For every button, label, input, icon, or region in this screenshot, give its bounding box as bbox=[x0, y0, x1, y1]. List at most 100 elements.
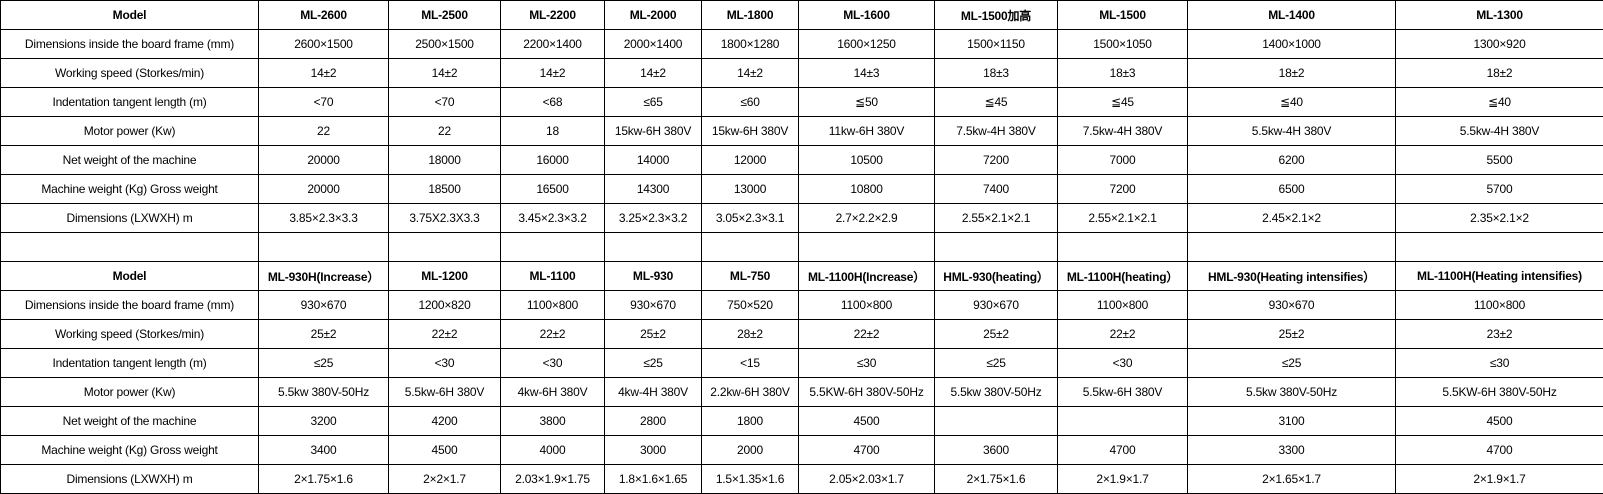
table-cell: 3.45×2.3×3.2 bbox=[500, 203, 605, 233]
table-cell: 3.25×2.3×3.2 bbox=[604, 203, 702, 233]
table-cell: 1.8×1.6×1.65 bbox=[604, 464, 702, 494]
model-header: ML-1600 bbox=[798, 0, 935, 30]
table-cell: 14300 bbox=[604, 174, 702, 204]
table-row: Net weight of the machine 3200 4200 3800 280… bbox=[0, 406, 1603, 436]
table-cell: 5.5kw-4H 380V bbox=[1187, 116, 1396, 146]
table-cell: 7400 bbox=[934, 174, 1058, 204]
table-cell: 20000 bbox=[258, 145, 389, 175]
table-cell: 2×1.65×1.7 bbox=[1187, 464, 1396, 494]
table-cell: 4700 bbox=[1057, 435, 1188, 465]
row-label: Motor power (Kw) bbox=[0, 377, 259, 407]
table-cell: 16000 bbox=[500, 145, 605, 175]
table-cell: 7000 bbox=[1057, 145, 1188, 175]
table-cell: ≦40 bbox=[1187, 87, 1396, 117]
spacer-row bbox=[0, 232, 1603, 262]
model-header: ML-1100H(Heating intensifies) bbox=[1395, 261, 1603, 291]
table-cell: 2000×1400 bbox=[604, 29, 702, 59]
empty-cell bbox=[1057, 232, 1188, 262]
table-cell: ≤25 bbox=[934, 348, 1058, 378]
row-label: Model bbox=[0, 261, 259, 291]
model-header: ML-1400 bbox=[1187, 0, 1396, 30]
model-header: ML-1100 bbox=[500, 261, 605, 291]
table-cell: 25±2 bbox=[934, 319, 1058, 349]
model-header: ML-1300 bbox=[1395, 0, 1603, 30]
table-cell: ≦45 bbox=[1057, 87, 1188, 117]
table-cell: 1600×1250 bbox=[798, 29, 935, 59]
table-cell: 7200 bbox=[1057, 174, 1188, 204]
table-cell: 15kw-6H 380V bbox=[604, 116, 702, 146]
table-cell: <68 bbox=[500, 87, 605, 117]
table1-header-row: Model ML-2600 ML-2500 ML-2200 ML-2000 ML-1800… bbox=[0, 0, 1603, 30]
table-cell: 2.05×2.03×1.7 bbox=[798, 464, 935, 494]
table-row: Indentation tangent length (m) <70 <70 <68 ≤… bbox=[0, 87, 1603, 117]
empty-cell bbox=[1395, 232, 1603, 262]
table-cell: 22±2 bbox=[500, 319, 605, 349]
table-cell: 6500 bbox=[1187, 174, 1396, 204]
table2-header-row: Model ML-930H(Increase） ML-1200 ML-1100 ML-9… bbox=[0, 261, 1603, 291]
table-cell: 1100×800 bbox=[1057, 290, 1188, 320]
table-cell: <15 bbox=[701, 348, 799, 378]
empty-cell bbox=[798, 232, 935, 262]
table-cell: 2×1.9×1.7 bbox=[1057, 464, 1188, 494]
table-row: Dimensions (LXWXH) m 2×1.75×1.6 2×2×1.7 2.0… bbox=[0, 464, 1603, 494]
table-row: Working speed (Storkes/min) 25±2 22±2 22±2 2… bbox=[0, 319, 1603, 349]
empty-cell bbox=[258, 232, 389, 262]
table-cell: 4500 bbox=[798, 406, 935, 436]
row-label: Net weight of the machine bbox=[0, 406, 259, 436]
table-cell: 13000 bbox=[701, 174, 799, 204]
table-cell: 1800 bbox=[701, 406, 799, 436]
table-cell: 22 bbox=[388, 116, 501, 146]
table-cell: 2.55×2.1×2.1 bbox=[1057, 203, 1188, 233]
table-cell: 7.5kw-4H 380V bbox=[934, 116, 1058, 146]
table-cell: <70 bbox=[258, 87, 389, 117]
table-cell: ≦40 bbox=[1395, 87, 1603, 117]
table-cell: 1.5×1.35×1.6 bbox=[701, 464, 799, 494]
table-cell: 10500 bbox=[798, 145, 935, 175]
table-cell: 1500×1150 bbox=[934, 29, 1058, 59]
model-header: ML-1500加高 bbox=[934, 0, 1058, 30]
empty-cell bbox=[701, 232, 799, 262]
model-header: HML-930(heating） bbox=[934, 261, 1058, 291]
table-cell: 18±3 bbox=[934, 58, 1058, 88]
table-cell: 3300 bbox=[1187, 435, 1396, 465]
table-cell: 930×670 bbox=[604, 290, 702, 320]
model-header: ML-2500 bbox=[388, 0, 501, 30]
table-cell: ≦50 bbox=[798, 87, 935, 117]
table-cell: 3.75X2.3X3.3 bbox=[388, 203, 501, 233]
table-cell: 14±2 bbox=[604, 58, 702, 88]
table-cell: 15kw-6H 380V bbox=[701, 116, 799, 146]
table-cell: 1100×800 bbox=[1395, 290, 1603, 320]
table-cell: ≤25 bbox=[258, 348, 389, 378]
table-cell: ≤30 bbox=[798, 348, 935, 378]
table-cell: 3.05×2.3×3.1 bbox=[701, 203, 799, 233]
table-cell: 14±2 bbox=[258, 58, 389, 88]
row-label: Motor power (Kw) bbox=[0, 116, 259, 146]
table-row: Dimensions inside the board frame (mm) 93… bbox=[0, 290, 1603, 320]
table-cell: 6200 bbox=[1187, 145, 1396, 175]
row-label: Dimensions inside the board frame (mm) bbox=[0, 29, 259, 59]
table-cell: 930×670 bbox=[934, 290, 1058, 320]
table-cell: <30 bbox=[388, 348, 501, 378]
table-cell: 14000 bbox=[604, 145, 702, 175]
row-label: Dimensions (LXWXH) m bbox=[0, 203, 259, 233]
table-cell: 2600×1500 bbox=[258, 29, 389, 59]
model-header: ML-1500 bbox=[1057, 0, 1188, 30]
table-cell: 1100×800 bbox=[798, 290, 935, 320]
table-cell: 1100×800 bbox=[500, 290, 605, 320]
table-cell: 7.5kw-4H 380V bbox=[1057, 116, 1188, 146]
table-cell: 5.5kw 380V-50Hz bbox=[258, 377, 389, 407]
row-label: Machine weight (Kg) Gross weight bbox=[0, 174, 259, 204]
table-cell: 5.5KW-6H 380V-50Hz bbox=[1395, 377, 1603, 407]
table-cell: ≤30 bbox=[1395, 348, 1603, 378]
table-cell: 2×1.75×1.6 bbox=[258, 464, 389, 494]
table-cell: 1500×1050 bbox=[1057, 29, 1188, 59]
table-cell: 2.45×2.1×2 bbox=[1187, 203, 1396, 233]
table-cell: <70 bbox=[388, 87, 501, 117]
table-cell: 1200×820 bbox=[388, 290, 501, 320]
table-cell: 4000 bbox=[500, 435, 605, 465]
table-cell: 3200 bbox=[258, 406, 389, 436]
table-cell: 25±2 bbox=[1187, 319, 1396, 349]
table-cell bbox=[1057, 406, 1188, 436]
table-cell: 20000 bbox=[258, 174, 389, 204]
